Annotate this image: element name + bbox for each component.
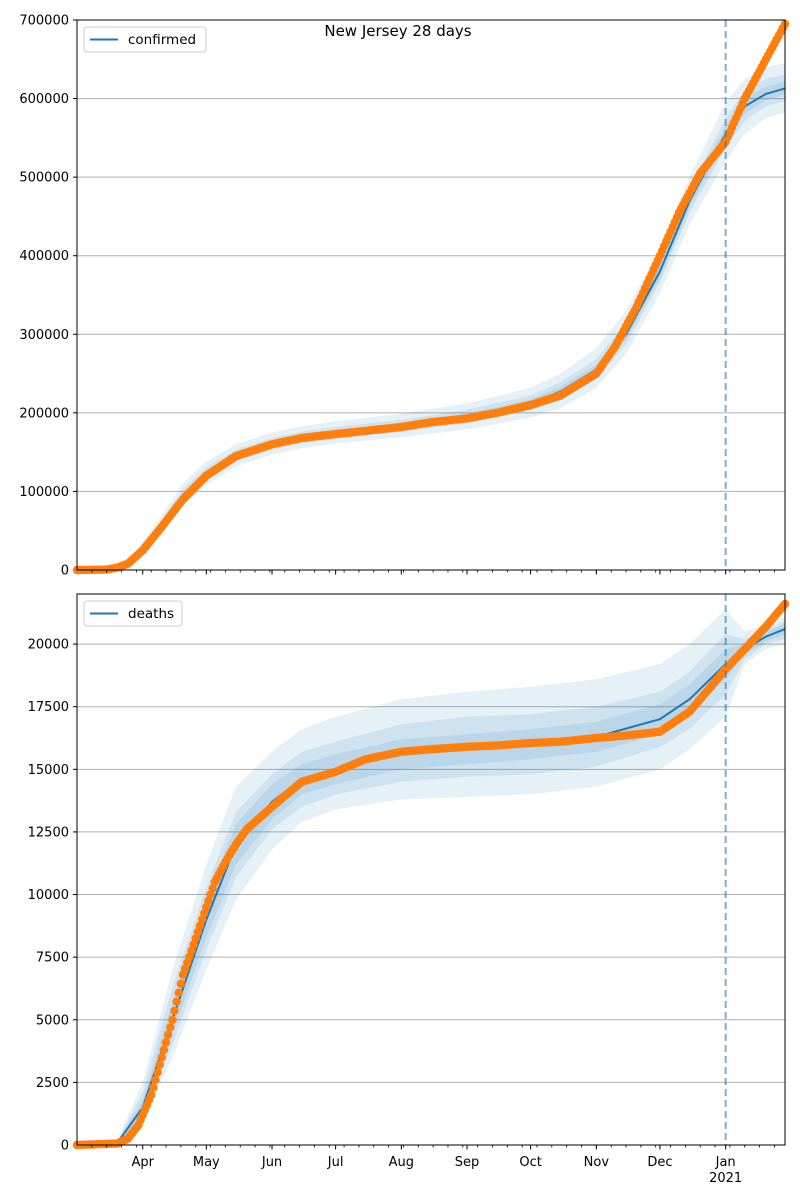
y-tick-label: 10000 (28, 888, 69, 903)
observed-point (159, 1045, 169, 1055)
x-tick-label: Oct (519, 1155, 541, 1170)
y-tick-label: 17500 (28, 700, 69, 715)
legend-label: deaths (128, 606, 174, 622)
observed-series (72, 19, 790, 575)
y-tick-label: 600000 (19, 92, 69, 107)
x-year-label: 2021 (709, 1171, 742, 1186)
observed-point (151, 1075, 160, 1085)
observed-point (172, 997, 181, 1006)
x-tick-label: Nov (584, 1155, 610, 1170)
y-tick-label: 7500 (36, 951, 69, 966)
legend-label: confirmed (128, 32, 196, 48)
observed-point (195, 921, 205, 931)
observed-series (72, 599, 790, 1150)
observed-point (157, 1053, 166, 1062)
observed-point (197, 915, 207, 924)
y-tick-label: 400000 (19, 249, 69, 264)
y-tick-label: 0 (61, 564, 69, 579)
observed-point (163, 1030, 173, 1040)
x-tick-label: Aug (389, 1155, 414, 1170)
observed-point (176, 979, 186, 988)
y-tick-label: 20000 (28, 638, 69, 653)
y-tick-label: 100000 (19, 485, 69, 500)
plot-frame (76, 19, 786, 571)
observed-point (168, 1015, 177, 1024)
band-outer (77, 609, 785, 1145)
deaths-panel: 0 2500 5000 7500 10000 12500 15000 17500 20000 de… (28, 593, 790, 1154)
y-tick-label: 5000 (36, 1013, 69, 1028)
x-tick-label: Sep (455, 1155, 480, 1170)
observed-point (147, 1090, 156, 1100)
y-tick-label: 12500 (28, 825, 69, 840)
observed-point (166, 1023, 175, 1032)
band-outer (77, 63, 785, 570)
y-tick-label: 500000 (19, 171, 69, 186)
plot-frame (76, 593, 786, 1146)
x-ticks (91, 1145, 775, 1150)
legend-box (83, 26, 207, 53)
x-tick-label: Jan (715, 1155, 736, 1170)
y-tick-label: 300000 (19, 328, 69, 343)
y-tick-label: 700000 (19, 14, 69, 29)
y-tick-label: 15000 (28, 763, 69, 778)
observed-point (155, 1060, 164, 1070)
y-tick-label: 0 (61, 1139, 69, 1154)
x-tick-label: Jun (261, 1155, 282, 1170)
y-tick-label: 200000 (19, 406, 69, 421)
observed-point (153, 1068, 162, 1077)
legend: deaths (83, 600, 183, 627)
x-tick-label: Apr (131, 1155, 154, 1170)
legend: confirmed (83, 26, 207, 53)
chart-title: New Jersey 28 days (324, 22, 471, 40)
observed-point (149, 1083, 158, 1092)
legend-box (83, 600, 183, 627)
y-tick-label: 2500 (36, 1076, 69, 1091)
x-tick-label: Dec (647, 1155, 672, 1170)
band-middle (77, 621, 785, 1145)
observed-point (191, 934, 200, 943)
x-tick-label: May (193, 1155, 220, 1170)
observed-point (202, 902, 211, 912)
observed-point (174, 988, 183, 997)
observed-point (170, 1006, 179, 1015)
x-ticks (91, 570, 775, 575)
x-tick-label: Jul (327, 1155, 344, 1170)
observed-point (161, 1038, 171, 1047)
confirmed-panel: 0 100000 200000 300000 400000 500000 600000 700… (19, 14, 790, 579)
